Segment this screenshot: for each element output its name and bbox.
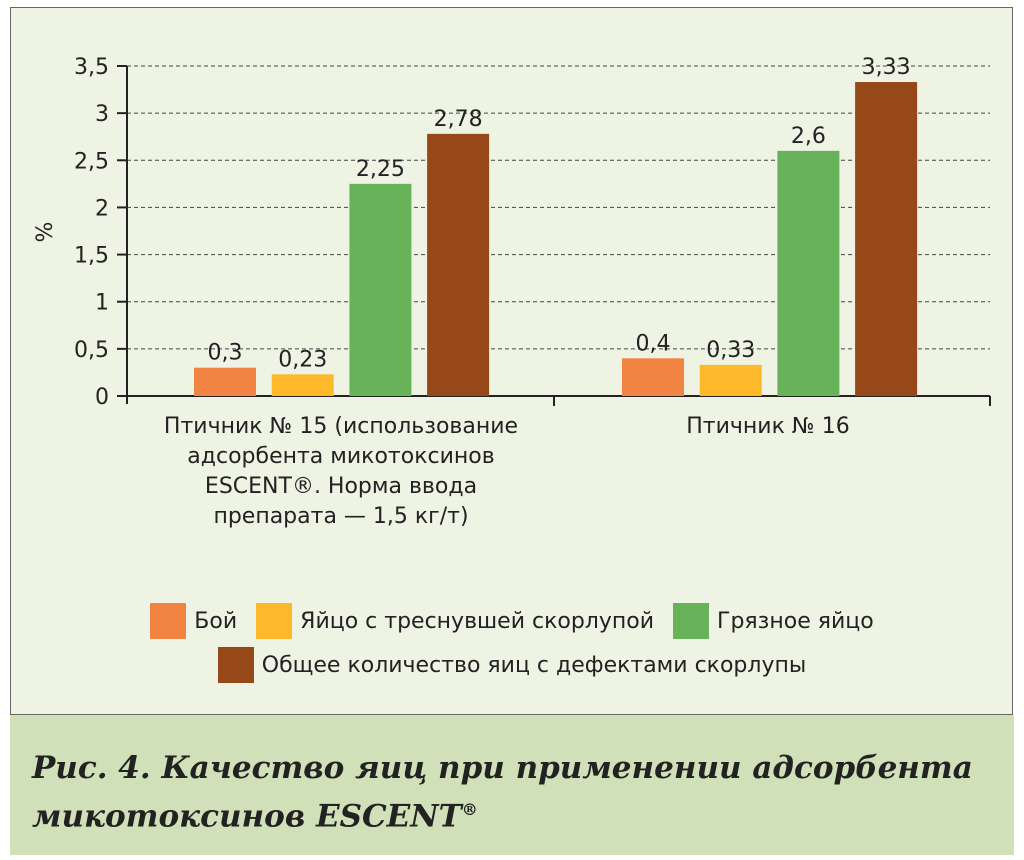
- x-category-label-line: препарата — 1,5 кг/т): [213, 504, 469, 529]
- bar: [427, 133, 490, 396]
- data-label: 3,33: [862, 55, 911, 80]
- legend-swatch: [256, 603, 293, 639]
- caption-line-2: микотоксинов ESCENT: [32, 798, 462, 835]
- data-label: 0,3: [208, 341, 243, 366]
- y-tick-label: 3: [95, 102, 109, 127]
- legend-item-boi: Бой: [150, 603, 237, 639]
- caption-line-1: Рис. 4. Качество яиц при применении адсо…: [32, 750, 973, 786]
- data-label: 2,25: [356, 157, 405, 182]
- caption-registered-mark: ®: [461, 800, 478, 819]
- data-label: 2,78: [434, 107, 483, 132]
- y-tick-label: 0,5: [74, 338, 109, 363]
- bar: [622, 358, 684, 396]
- bar: [777, 150, 840, 396]
- x-category-label-line: Птичник № 16: [686, 414, 850, 439]
- y-tick-label: 1: [95, 291, 109, 316]
- data-label: 0,4: [636, 331, 671, 356]
- y-tick-label: 2,5: [74, 149, 109, 174]
- x-category-label: Птичник № 16: [548, 412, 988, 442]
- y-tick-label: 2: [95, 196, 109, 221]
- bar: [271, 374, 334, 396]
- bar: [699, 364, 762, 396]
- data-label: 2,6: [791, 124, 826, 149]
- y-tick-label: 3,5: [74, 55, 109, 80]
- legend-swatch: [150, 603, 187, 639]
- bar: [194, 367, 256, 396]
- y-tick-label: 1,5: [74, 244, 109, 269]
- y-axis-label: %: [33, 222, 58, 243]
- legend-label: Общее количество яиц с дефектами скорлуп…: [261, 652, 807, 678]
- legend-label: Бой: [194, 608, 238, 634]
- legend-item-total: Общее количество яиц с дефектами скорлуп…: [217, 647, 807, 683]
- x-category-label-line: Птичник № 15 (использование: [163, 414, 519, 439]
- legend-label: Грязное яйцо: [717, 608, 874, 634]
- bar: [349, 183, 412, 396]
- legend-label: Яйцо с треснувшей скорлупой: [300, 608, 655, 634]
- x-category-label-line: адсорбента микотоксинов: [187, 444, 495, 469]
- chart-frame: [10, 7, 1013, 715]
- x-category-label-line: ESCENT®. Норма ввода: [204, 474, 478, 499]
- legend-item-dirty: Грязное яйцо: [673, 603, 874, 639]
- legend-row-1: Бой Яйцо с треснувшей скорлупой Грязное …: [0, 603, 1024, 645]
- legend-swatch: [673, 603, 710, 639]
- legend-item-cracked: Яйцо с треснувшей скорлупой: [256, 603, 654, 639]
- figure-caption: Рис. 4. Качество яиц при применении адсо…: [10, 715, 1014, 855]
- y-tick-label: 0: [95, 385, 109, 410]
- data-label: 0,23: [278, 347, 327, 372]
- bar-chart: 0 0,5 1 1,5 2 2,5 3 3,5% 0,3 0,4 0,23 0,33 2,25 2,6 2,…: [33, 55, 991, 410]
- legend-swatch: [217, 647, 254, 683]
- legend-row-2: Общее количество яиц с дефектами скорлуп…: [0, 647, 1024, 689]
- bar: [855, 82, 918, 397]
- x-category-label: Птичник № 15 (использование адсорбента ми…: [121, 412, 561, 532]
- data-label: 0,33: [706, 338, 755, 363]
